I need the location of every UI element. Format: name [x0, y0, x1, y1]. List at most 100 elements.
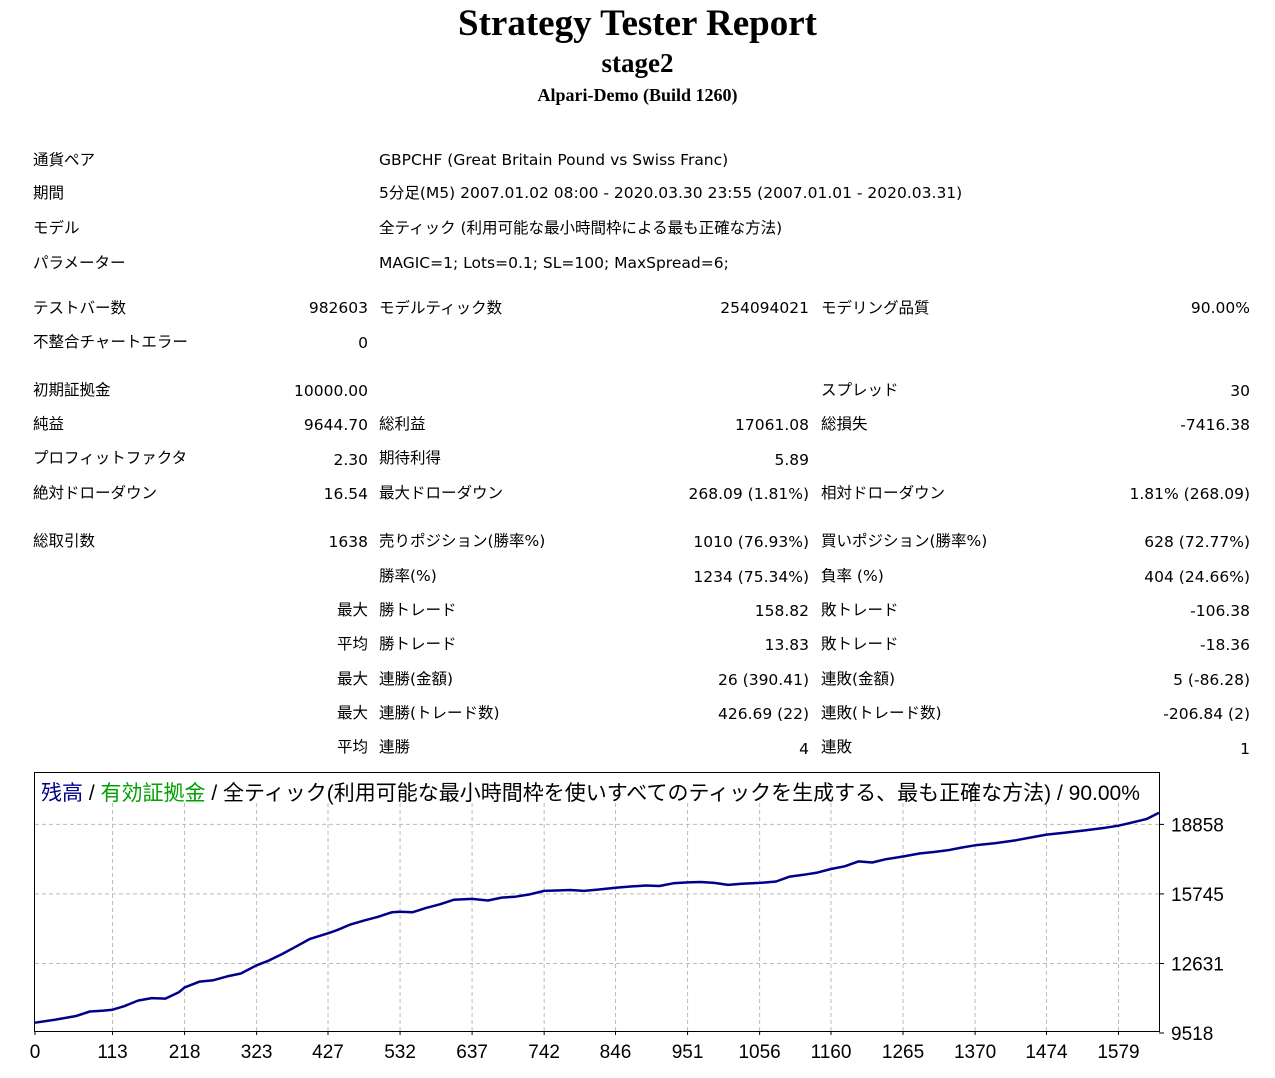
- x-tick-label: 427: [312, 1042, 344, 1063]
- avg-consec-wins-label: 連勝: [379, 738, 411, 756]
- max-dd-label: 最大ドローダウン: [379, 484, 504, 502]
- avg-win-value: 13.83: [764, 636, 809, 654]
- x-tick-label: 1160: [811, 1042, 852, 1063]
- balance-chart-frame: [34, 772, 1160, 1032]
- x-tick-label: 742: [528, 1042, 560, 1063]
- avg-consec-losses-label: 連敗: [821, 738, 853, 756]
- legend-rest: / 全ティック(利用可能な最小時間枠を使いすべてのティックを生成する、最も正確な…: [206, 782, 1140, 805]
- report-title: Strategy Tester Report: [458, 3, 817, 44]
- max-consec-wins-money-value: 26 (390.41): [718, 671, 809, 689]
- short-value: 1010 (76.93%): [693, 533, 809, 551]
- pf-value: 2.30: [333, 451, 368, 469]
- rel-dd-label: 相対ドローダウン: [821, 484, 946, 502]
- gross-profit-label: 総利益: [379, 415, 426, 433]
- win-rate-label: 勝率(%): [379, 567, 437, 585]
- chart-legend: 残高 / 有効証拠金 / 全ティック(利用可能な最小時間枠を使いすべてのティック…: [41, 782, 1140, 805]
- abs-dd-label: 絶対ドローダウン: [33, 484, 158, 502]
- chart-grid: [35, 803, 1159, 1031]
- max-consec-profit-value: 426.69 (22): [718, 705, 809, 723]
- x-tick-label: 323: [241, 1042, 273, 1063]
- x-tick-label: 532: [384, 1042, 416, 1063]
- avg-loss-value: -18.36: [1200, 636, 1250, 654]
- short-label: 売りポジション(勝率%): [379, 532, 546, 550]
- max-consec-loss-value: -206.84 (2): [1163, 705, 1250, 723]
- y-tick-label: 18858: [1171, 815, 1224, 836]
- net-value: 9644.70: [303, 416, 368, 434]
- abs-dd-value: 16.54: [323, 485, 368, 503]
- ticks-label: モデルティック数: [379, 299, 503, 317]
- ticks-value: 254094021: [720, 299, 809, 317]
- x-tick-label: 846: [600, 1042, 632, 1063]
- expected-value: 5.89: [774, 451, 809, 469]
- gross-loss-label: 総損失: [821, 415, 868, 433]
- gross-profit-value: 17061.08: [735, 416, 809, 434]
- x-tick-label: 1056: [738, 1042, 780, 1063]
- largest-win-value: 158.82: [754, 602, 809, 620]
- legend-equity: 有効証拠金: [101, 782, 206, 805]
- net-label: 純益: [33, 415, 65, 433]
- x-tick-label: 1370: [954, 1042, 996, 1063]
- deposit-label: 初期証拠金: [33, 381, 111, 399]
- model-value: 全ティック (利用可能な最小時間枠による最も正確な方法): [379, 219, 783, 237]
- max-dd-value: 268.09 (1.81%): [688, 485, 810, 503]
- report-subtitle: stage2: [601, 48, 674, 78]
- params-value: MAGIC=1; Lots=0.1; SL=100; MaxSpread=6;: [379, 254, 729, 272]
- mismatch-label: 不整合チャートエラー: [33, 333, 188, 351]
- symbol-label: 通貨ペア: [33, 151, 96, 169]
- x-tick-label: 1265: [882, 1042, 924, 1063]
- gross-loss-value: -7416.38: [1180, 416, 1250, 434]
- params-label: パラメーター: [33, 254, 126, 272]
- max-consec-losses-money-label: 連敗(金額): [821, 670, 896, 688]
- deposit-value: 10000.00: [294, 382, 368, 400]
- legend-balance: 残高: [41, 782, 83, 805]
- y-tick-label: 9518: [1171, 1024, 1213, 1045]
- x-tick-label: 1474: [1025, 1042, 1068, 1063]
- total-trades-label: 総取引数: [33, 532, 96, 550]
- quality-value: 90.00%: [1190, 299, 1250, 317]
- report-build: Alpari-Demo (Build 1260): [537, 85, 738, 105]
- bars-value: 982603: [308, 299, 368, 317]
- quality-label: モデリング品質: [821, 299, 930, 317]
- largest-word: 最大: [336, 601, 368, 619]
- mismatch-value: 0: [358, 334, 368, 352]
- loss-rate-label: 負率 (%): [821, 567, 884, 585]
- max-consec-loss-label: 連敗(トレード数): [821, 704, 942, 722]
- x-tick-label: 218: [169, 1042, 201, 1063]
- loss-rate-value: 404 (24.66%): [1144, 568, 1250, 586]
- period-value: 5分足(M5) 2007.01.02 08:00 - 2020.03.30 23…: [379, 184, 963, 202]
- expected-label: 期待利得: [379, 449, 442, 467]
- x-tick-label: 637: [456, 1042, 488, 1063]
- pf-label: プロフィットファクタ: [33, 449, 188, 467]
- average-word: 平均: [336, 635, 368, 653]
- x-tick-label: 1579: [1097, 1042, 1139, 1063]
- max-consec-wins-money-label: 連勝(金額): [379, 670, 454, 688]
- largest-loss-value: -106.38: [1190, 602, 1250, 620]
- avg-loss-label: 敗トレード: [821, 635, 899, 653]
- max-consec-profit-label: 連勝(トレード数): [379, 704, 500, 722]
- max-consec-money-word: 最大: [336, 670, 368, 688]
- max-consec-count-word: 最大: [336, 704, 368, 722]
- x-tick-label: 951: [672, 1042, 704, 1063]
- long-label: 買いポジション(勝率%): [821, 532, 988, 550]
- x-tick-label: 0: [30, 1042, 41, 1063]
- bars-label: テストバー数: [33, 299, 127, 317]
- spread-label: スプレッド: [821, 381, 899, 399]
- legend-separator: /: [83, 782, 101, 805]
- spread-value: 30: [1230, 382, 1250, 400]
- avg-consec-wins-value: 4: [799, 740, 809, 758]
- avg-consec-losses-value: 1: [1240, 740, 1250, 758]
- largest-win-label: 勝トレード: [379, 601, 457, 619]
- x-tick-label: 113: [97, 1042, 127, 1063]
- max-consec-losses-money-value: 5 (-86.28): [1173, 671, 1250, 689]
- symbol-value: GBPCHF (Great Britain Pound vs Swiss Fra…: [379, 151, 729, 169]
- period-label: 期間: [33, 184, 65, 202]
- win-rate-value: 1234 (75.34%): [693, 568, 809, 586]
- balance-line: [34, 811, 1160, 1024]
- model-label: モデル: [33, 219, 80, 237]
- avg-consec-word: 平均: [336, 738, 368, 756]
- rel-dd-value: 1.81% (268.09): [1129, 485, 1251, 503]
- long-value: 628 (72.77%): [1144, 533, 1250, 551]
- avg-win-label: 勝トレード: [379, 635, 457, 653]
- y-tick-label: 15745: [1171, 885, 1224, 906]
